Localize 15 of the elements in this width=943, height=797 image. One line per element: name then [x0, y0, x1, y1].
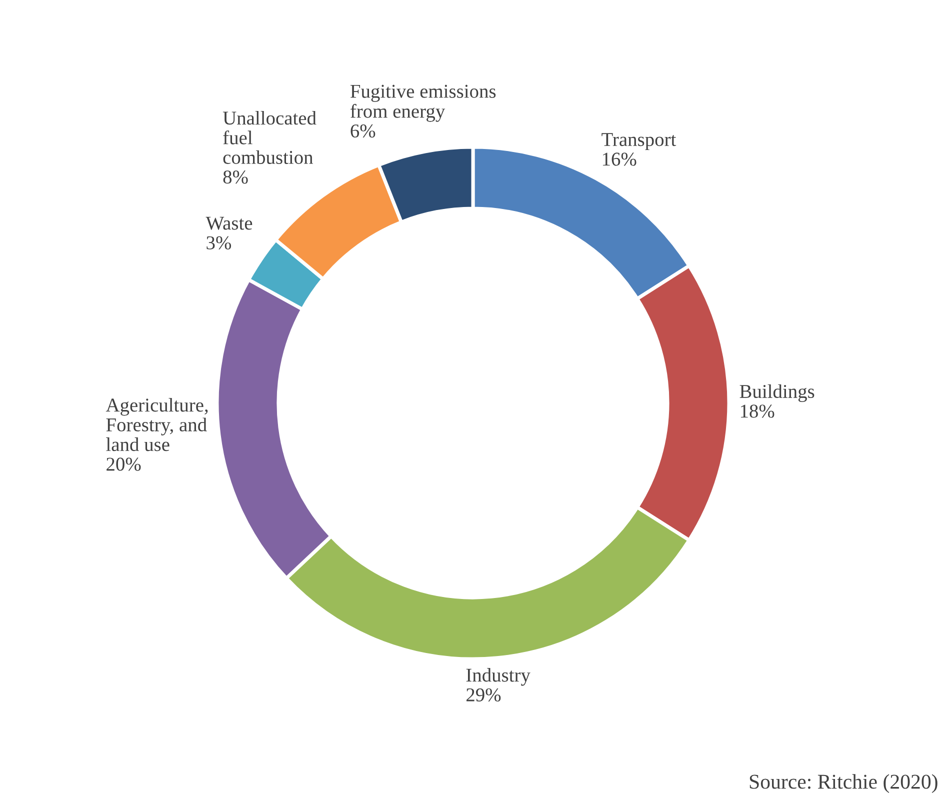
data-label: 18%	[740, 404, 774, 418]
slice-label: Transport	[602, 133, 676, 150]
data-label: 3%	[206, 236, 232, 250]
data-label: 6%	[350, 124, 376, 138]
slice-label: Industry	[466, 668, 530, 686]
slice-label: Fugitive emissions from energy	[350, 84, 496, 122]
data-label: 8%	[223, 170, 248, 184]
data-label: 29%	[466, 688, 501, 702]
slice-label: Buildings	[740, 384, 814, 402]
slice-label: Agericulture, Forestry, and land use	[106, 398, 208, 452]
slice-label: Unallocated fuel combustion	[222, 111, 316, 164]
data-label: 16%	[602, 152, 636, 166]
source-note: Source: Ritchie (2020)	[750, 774, 938, 794]
data-label: 20%	[106, 458, 141, 471]
slice-label: Waste	[206, 216, 252, 230]
